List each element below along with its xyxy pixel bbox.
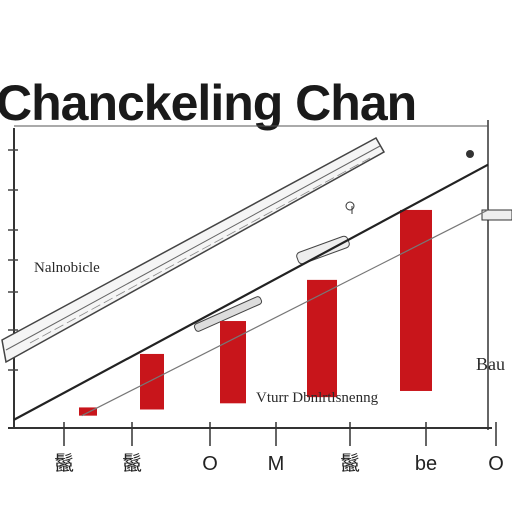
y-axis-ticks bbox=[8, 149, 18, 371]
trend-line-2 bbox=[81, 209, 489, 417]
x-tick-label: 鬣 bbox=[340, 451, 360, 475]
trend-line-1 bbox=[13, 163, 489, 421]
chart-title: Chanckeling Chan bbox=[0, 75, 416, 131]
bar-4 bbox=[307, 279, 337, 398]
right-note: Bau bbox=[476, 354, 505, 374]
bar-5 bbox=[400, 209, 432, 391]
annotation-shapes bbox=[193, 150, 512, 332]
x-tick-label: O bbox=[202, 453, 218, 475]
x-tick-label: 鬣 bbox=[54, 451, 74, 475]
x-axis-ticks: 鬣 鬣 O M 鬣 be O bbox=[54, 422, 504, 475]
x-tick-label: be bbox=[415, 453, 437, 475]
center-note: Vturr Dbnlrtlsnenng bbox=[256, 390, 379, 406]
x-tick-label: O bbox=[488, 453, 504, 475]
left-note: Nalnobicle bbox=[34, 260, 100, 276]
axes bbox=[8, 120, 492, 430]
bar-1 bbox=[79, 407, 97, 416]
diagonal-band bbox=[1, 136, 386, 364]
bars bbox=[79, 209, 432, 416]
bar-3 bbox=[220, 321, 246, 404]
bar-2 bbox=[140, 353, 164, 410]
trend-lines bbox=[13, 163, 489, 421]
x-tick-label: M bbox=[268, 453, 285, 475]
x-tick-label: 鬣 bbox=[122, 451, 142, 475]
